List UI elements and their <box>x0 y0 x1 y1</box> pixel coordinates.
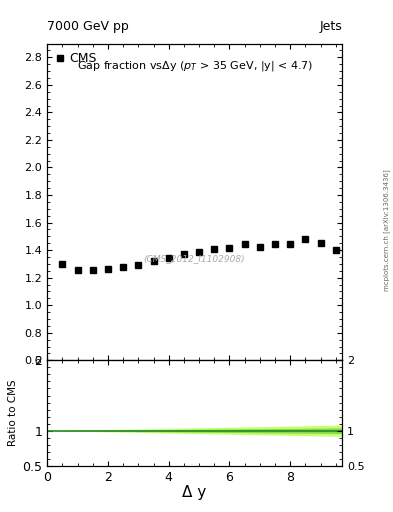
CMS <box>182 251 186 258</box>
CMS <box>212 246 217 252</box>
CMS <box>334 247 338 253</box>
CMS <box>303 236 308 242</box>
CMS <box>166 254 171 261</box>
CMS <box>121 264 125 270</box>
Text: Gap fraction vs$\Delta$y ($p_T$ > 35 GeV, |y| < 4.7): Gap fraction vs$\Delta$y ($p_T$ > 35 GeV… <box>77 59 312 73</box>
CMS <box>257 244 262 250</box>
Y-axis label: Ratio to CMS: Ratio to CMS <box>8 380 18 446</box>
CMS <box>136 262 141 268</box>
Text: mcplots.cern.ch [arXiv:1306.3436]: mcplots.cern.ch [arXiv:1306.3436] <box>384 169 391 291</box>
X-axis label: Δ y: Δ y <box>182 485 207 500</box>
CMS <box>197 248 202 254</box>
CMS <box>318 240 323 246</box>
CMS <box>151 258 156 264</box>
CMS <box>75 267 80 273</box>
CMS <box>288 241 293 247</box>
Legend: CMS: CMS <box>53 50 100 68</box>
Text: Jets: Jets <box>319 20 342 33</box>
CMS <box>60 261 65 267</box>
CMS <box>227 245 232 251</box>
CMS <box>90 267 95 273</box>
Text: (CMS_2012_I1102908): (CMS_2012_I1102908) <box>144 254 245 264</box>
CMS <box>106 266 110 272</box>
CMS <box>273 241 277 247</box>
Line: CMS: CMS <box>60 237 339 273</box>
CMS <box>242 241 247 247</box>
Text: 7000 GeV pp: 7000 GeV pp <box>47 20 129 33</box>
